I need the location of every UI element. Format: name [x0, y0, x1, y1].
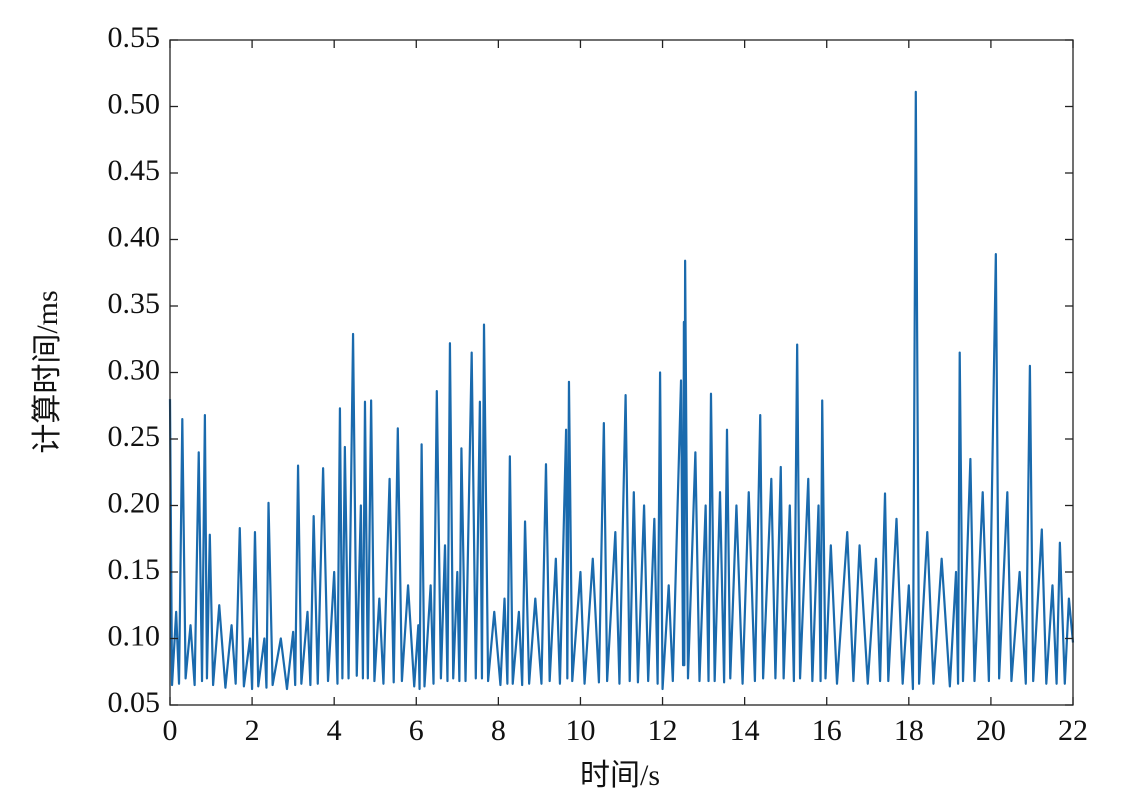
y-tick-label: 0.55	[108, 21, 161, 54]
x-axis-label: 时间/s	[580, 759, 660, 792]
y-tick-label: 0.25	[108, 420, 161, 453]
y-tick-label: 0.10	[108, 619, 161, 652]
x-tick-label: 8	[491, 714, 506, 747]
x-tick-label: 2	[245, 714, 260, 747]
x-tick-label: 18	[894, 714, 924, 747]
x-tick-label: 14	[730, 714, 760, 747]
y-tick-label: 0.50	[108, 87, 161, 120]
y-tick-label: 0.45	[108, 154, 161, 187]
y-tick-label: 0.40	[108, 220, 161, 253]
x-tick-label: 4	[327, 714, 342, 747]
y-tick-label: 0.35	[108, 287, 161, 320]
y-tick-label: 0.15	[108, 553, 161, 586]
x-tick-label: 6	[409, 714, 424, 747]
x-tick-label: 22	[1058, 714, 1088, 747]
x-tick-label: 0	[163, 714, 178, 747]
x-tick-label: 16	[812, 714, 842, 747]
x-tick-label: 10	[565, 714, 595, 747]
y-tick-label: 0.05	[108, 686, 161, 719]
x-tick-label: 12	[648, 714, 678, 747]
y-tick-label: 0.20	[108, 486, 161, 519]
x-tick-label: 20	[976, 714, 1006, 747]
y-axis-label: 计算时间/ms	[31, 290, 64, 453]
y-tick-label: 0.30	[108, 353, 161, 386]
data-line	[168, 90, 1075, 691]
